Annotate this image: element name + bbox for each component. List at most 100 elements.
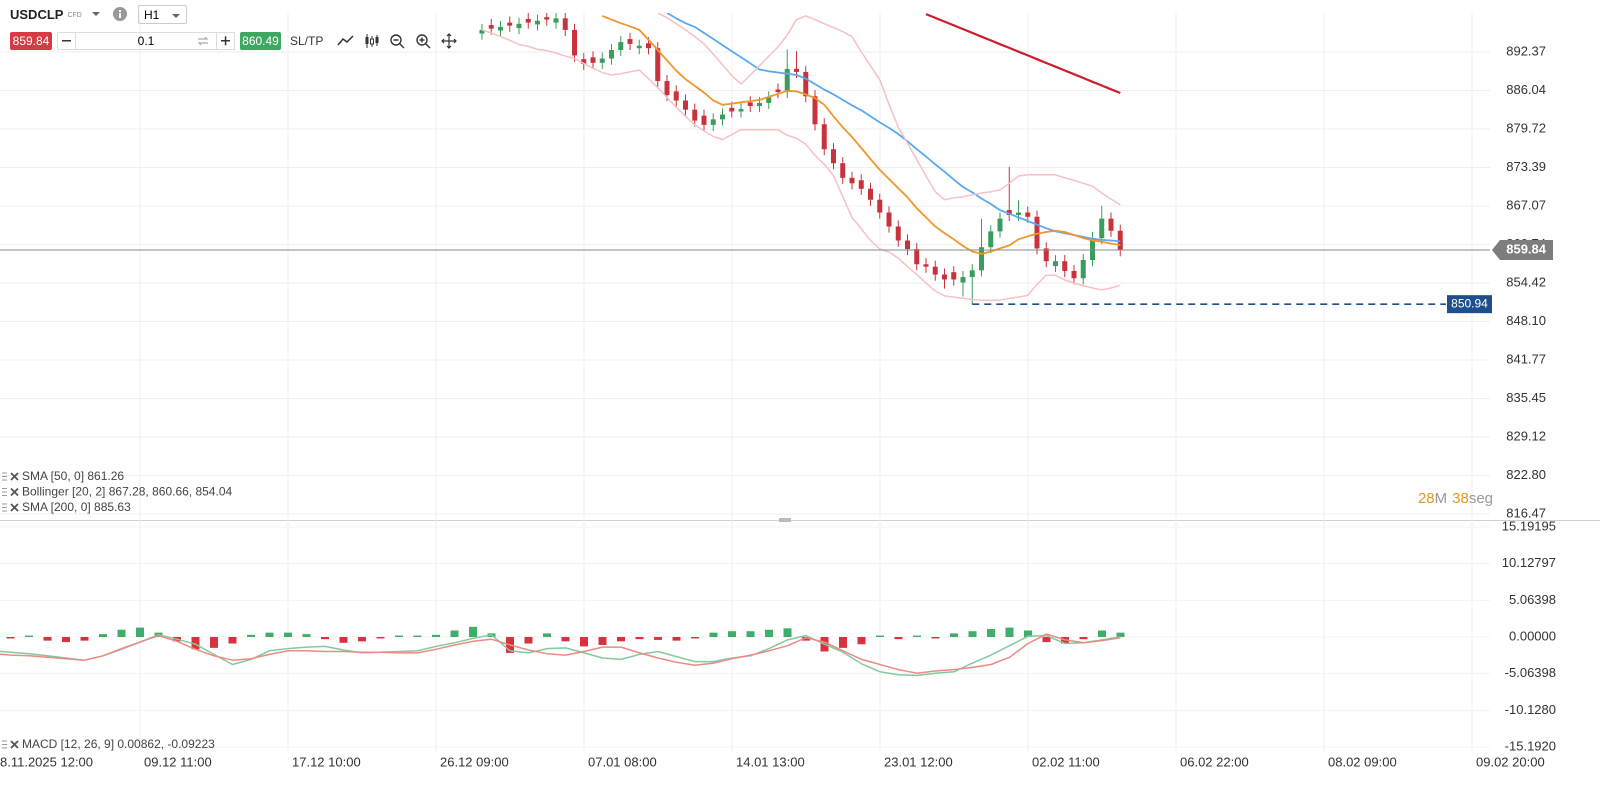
histogram-bar <box>228 637 237 644</box>
candle-body <box>488 25 494 29</box>
candle-body <box>895 226 901 241</box>
histogram-bar <box>376 637 385 639</box>
candle-body <box>877 199 883 213</box>
countdown-minutes-unit: M <box>1435 490 1448 507</box>
indicator-remove-icon <box>10 487 19 497</box>
histogram-bar <box>413 635 422 637</box>
candle-body <box>812 96 818 125</box>
histogram-bar <box>580 637 588 647</box>
sltp-button[interactable]: SL/TP <box>290 34 324 48</box>
candle-body <box>942 274 947 280</box>
candle-body <box>627 39 633 44</box>
candle-body <box>803 71 809 97</box>
y-tick-label: 873.39 <box>1506 159 1546 174</box>
candle-body <box>590 57 596 63</box>
candle-body <box>525 18 531 23</box>
histogram-bar <box>913 635 921 637</box>
histogram-bar <box>672 637 681 641</box>
candle-body <box>479 29 485 34</box>
indicator-line <box>657 13 1121 206</box>
histogram-bar <box>1098 630 1106 637</box>
indicator-drag-grip <box>2 740 7 749</box>
histogram-bar <box>543 633 551 637</box>
candle-body <box>1025 212 1031 217</box>
indicator-legend: MACD [12, 26, 9] 0.00862, -0.09223 <box>22 737 215 751</box>
histogram-bar <box>728 631 736 637</box>
line-chart-icon[interactable] <box>337 33 355 49</box>
candle-body <box>932 266 938 275</box>
symbol-dropdown[interactable] <box>90 9 102 19</box>
timeframe-select[interactable]: H1 <box>138 5 187 24</box>
countdown-minutes: 28 <box>1418 490 1435 507</box>
buy-price: 860.49 <box>242 34 279 48</box>
histogram-bar <box>265 632 274 637</box>
histogram-bar <box>62 637 70 643</box>
sell-button[interactable]: 859.84 <box>10 32 52 50</box>
candle-body <box>914 249 920 265</box>
candle-body <box>951 272 957 280</box>
histogram-bar <box>395 635 403 637</box>
y-tick-label: 892.37 <box>1506 43 1546 58</box>
y-tick-label: 854.42 <box>1506 274 1546 289</box>
histogram-bar <box>765 629 773 637</box>
pan-icon[interactable] <box>441 33 459 49</box>
countdown-seconds-unit: seg <box>1469 490 1493 507</box>
zoom-in-icon[interactable] <box>415 33 433 49</box>
buy-button[interactable]: 860.49 <box>240 32 281 50</box>
candle-body <box>581 59 587 65</box>
candle-body <box>1016 212 1021 215</box>
candle-chart-icon[interactable] <box>363 33 381 49</box>
y-tick-label: 841.77 <box>1506 351 1546 366</box>
x-tick-label: 09.02 20:00 <box>1476 754 1545 769</box>
plus-button[interactable] <box>216 33 234 49</box>
histogram-bar <box>691 637 699 639</box>
minus-button[interactable] <box>58 33 76 49</box>
candle-body <box>1080 259 1086 279</box>
histogram-bar <box>857 637 866 645</box>
indicator-line <box>481 29 1121 301</box>
histogram-bar <box>524 637 533 644</box>
low-marker-tag <box>1447 295 1492 314</box>
candle-body <box>988 231 994 248</box>
symbol[interactable]: USDCLP <box>10 6 64 22</box>
panel-resize-handle[interactable] <box>779 518 791 522</box>
candle-body <box>710 119 716 125</box>
histogram-bar <box>43 637 52 641</box>
candle-body <box>997 218 1003 232</box>
volume-input[interactable]: 0.1 <box>57 32 235 50</box>
indicator-line <box>601 15 1121 255</box>
candle-body <box>979 247 984 271</box>
swap-icon[interactable] <box>196 34 210 48</box>
candle-body <box>553 18 559 23</box>
x-tick-label: 23.01 12:00 <box>884 754 953 769</box>
histogram-bar <box>247 634 255 637</box>
indicator-drag-grip <box>2 503 7 512</box>
y-tick-label: 886.04 <box>1506 82 1546 97</box>
candle-body <box>535 20 540 25</box>
candle-body <box>498 26 503 31</box>
indicator-remove-icon <box>10 503 19 512</box>
candle-body <box>618 42 624 51</box>
indicator-drag-grip <box>2 488 7 496</box>
candle-body <box>766 97 772 103</box>
candle-body <box>572 29 577 56</box>
indicator-line <box>925 13 1121 95</box>
candle-body <box>1053 261 1058 267</box>
indicator-drag-grip <box>2 472 7 481</box>
histogram-bar <box>876 635 884 637</box>
y-tick-label: 15.19195 <box>1502 518 1556 533</box>
symbol-row: USDCLP CFD <box>10 6 128 22</box>
x-tick-label: 08.02 09:00 <box>1328 754 1397 769</box>
y-tick-label: 835.45 <box>1506 390 1546 405</box>
candle-body <box>794 68 799 72</box>
histogram-bar <box>802 637 810 641</box>
info-icon[interactable] <box>112 6 128 22</box>
histogram-bar <box>302 634 311 637</box>
candle-body <box>831 149 836 164</box>
candle-body <box>1090 238 1095 260</box>
histogram-bar <box>839 637 847 648</box>
zoom-out-icon[interactable] <box>389 33 407 49</box>
candle-body <box>738 109 744 112</box>
